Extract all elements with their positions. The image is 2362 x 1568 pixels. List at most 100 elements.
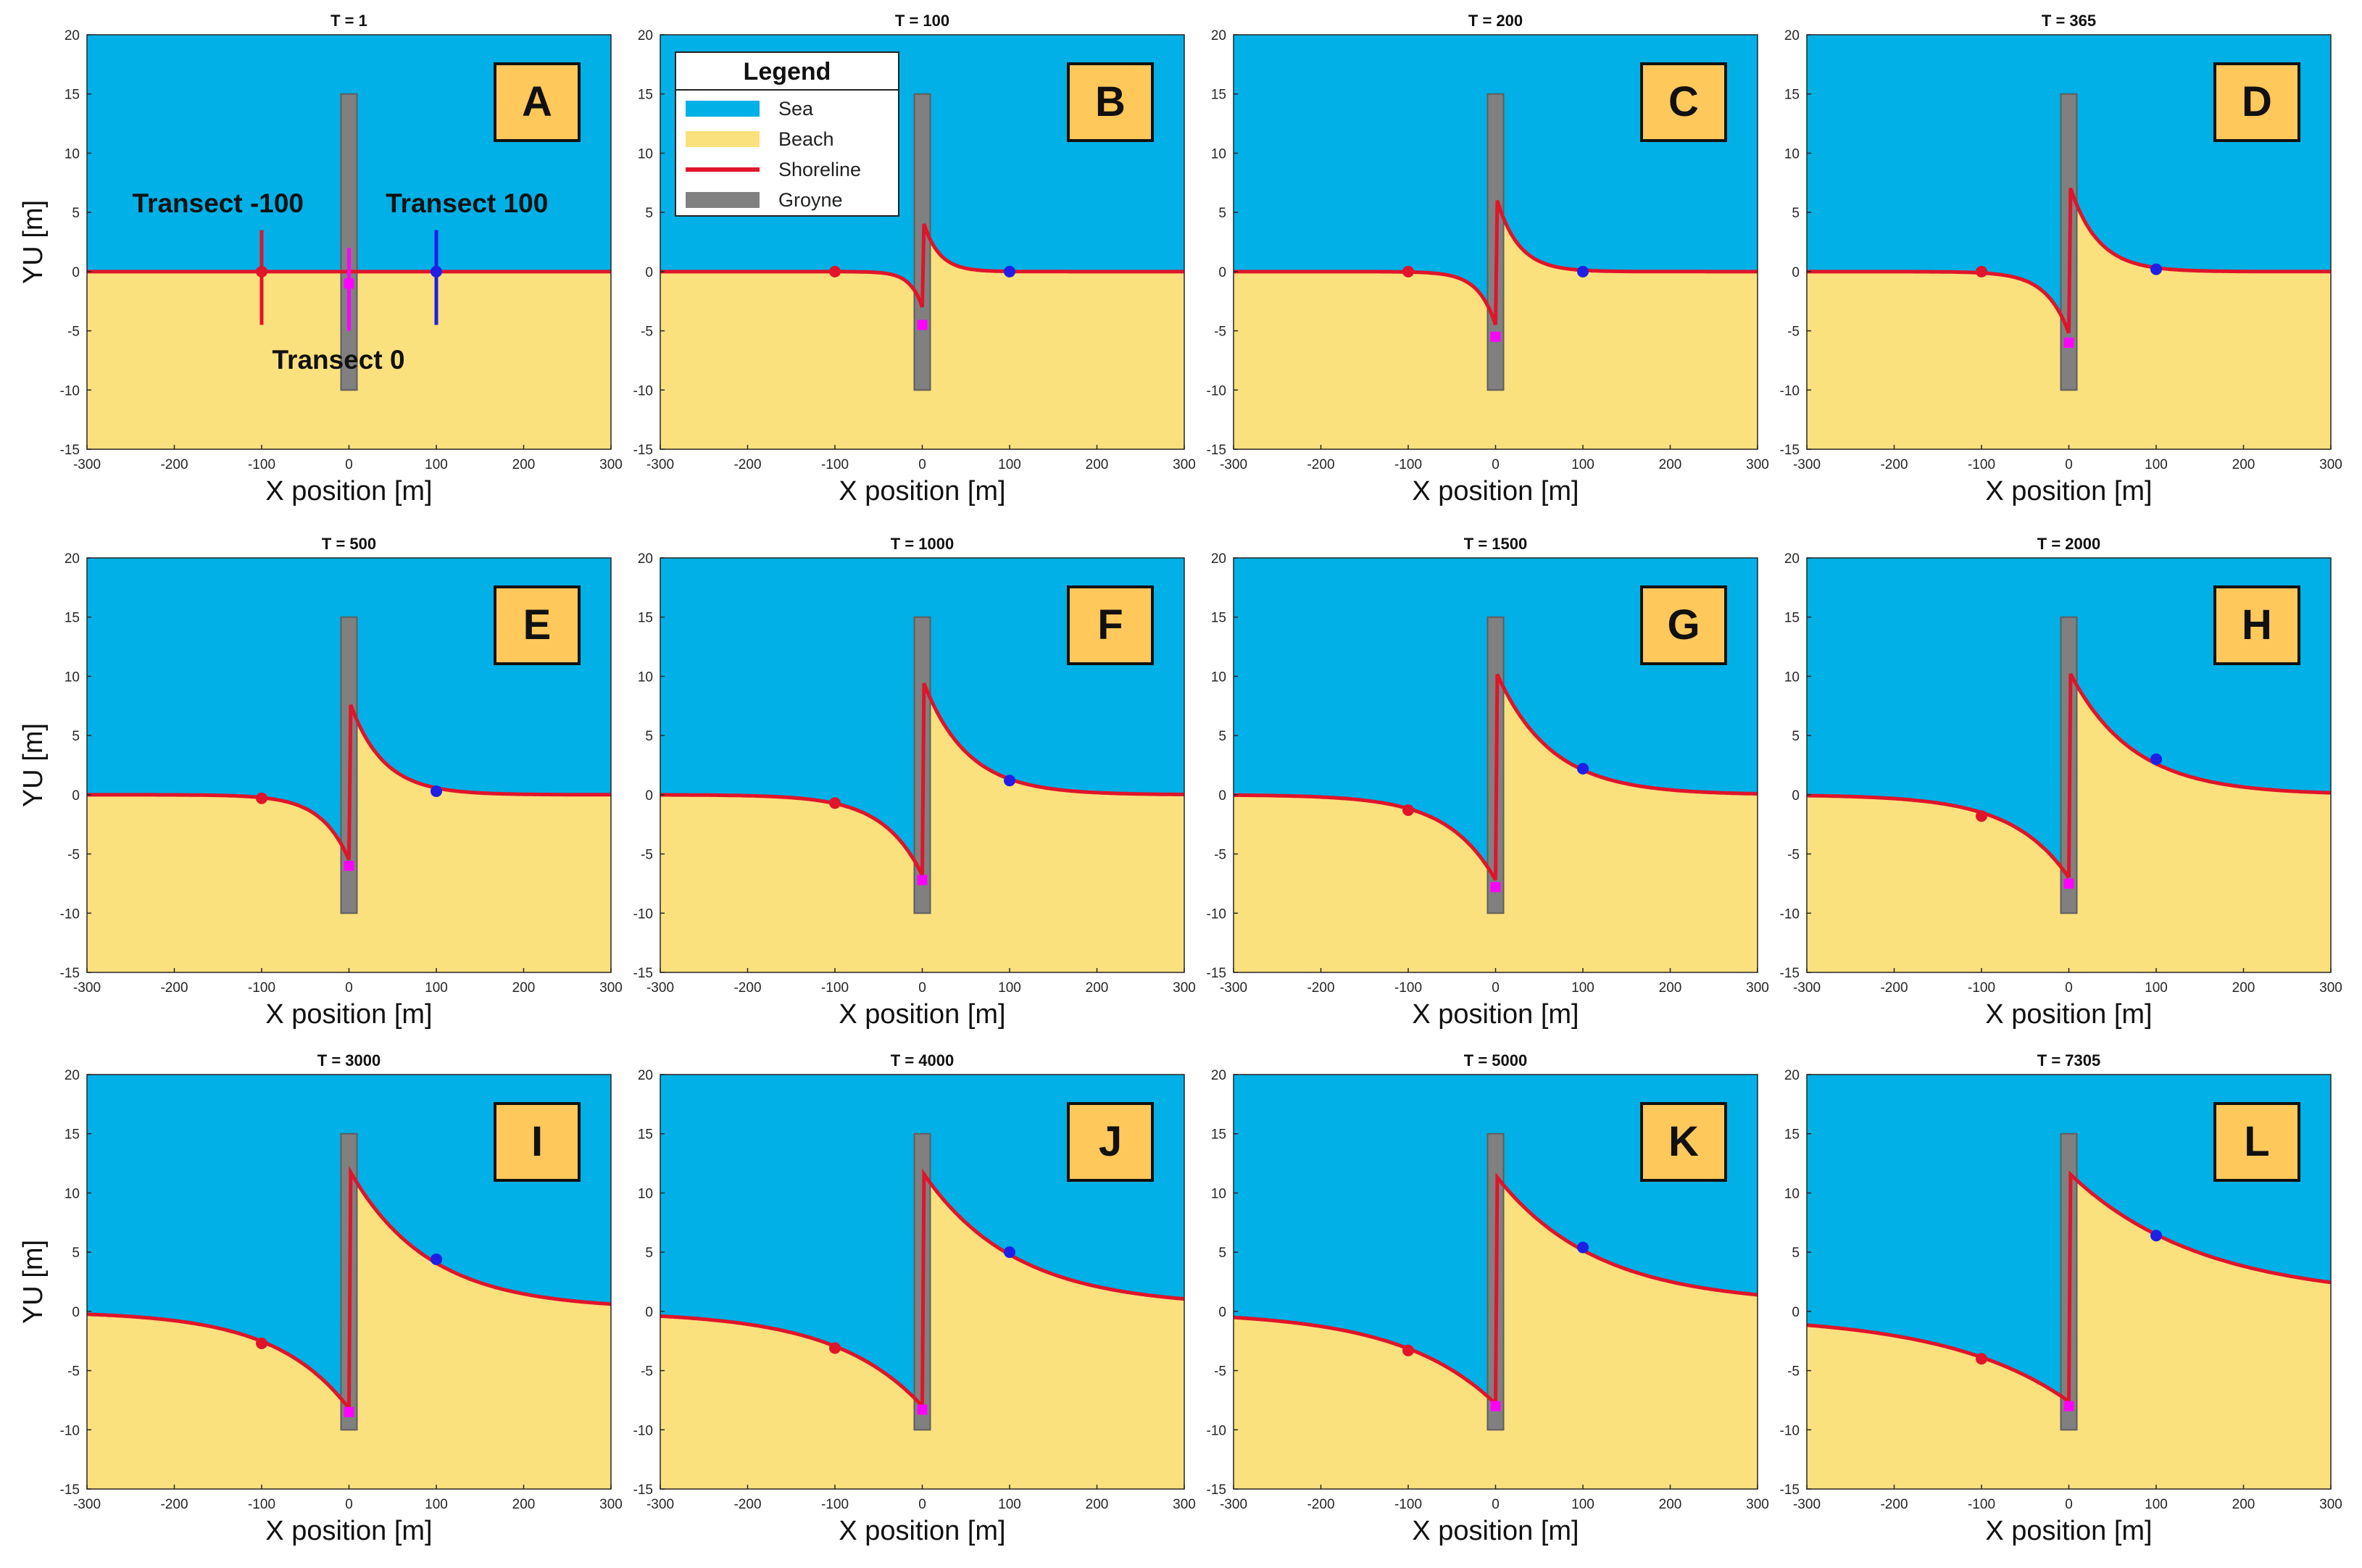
x-tick-label: 200 <box>2232 1497 2255 1512</box>
x-axis-label: X position [m] <box>1412 476 1579 506</box>
y-tick-label: -15 <box>60 1482 80 1498</box>
legend-item-label: Shoreline <box>778 159 861 180</box>
y-tick-label: 10 <box>638 1186 653 1201</box>
y-tick-label: 5 <box>645 1246 653 1261</box>
x-tick-label: 300 <box>599 980 623 996</box>
y-tick-label: -15 <box>1207 1482 1226 1498</box>
beach-area <box>660 1172 1184 1489</box>
panel-badge-letter: C <box>1668 78 1699 125</box>
beach-area <box>87 1169 611 1489</box>
groyne <box>340 93 358 391</box>
shoreline-updrift-line <box>660 270 924 308</box>
shoreline-updrift-line <box>1806 1323 2070 1404</box>
y-tick-label: 5 <box>1792 206 1800 221</box>
x-tick-label: 100 <box>998 1497 1021 1512</box>
y-axis-label: YU [m] <box>18 200 49 284</box>
x-tick-label: -200 <box>1307 457 1334 472</box>
x-tick-label: -300 <box>1220 980 1247 996</box>
marker-transect-100 <box>1004 265 1015 278</box>
marker-transect-0 <box>2063 337 2074 348</box>
x-tick-label: 0 <box>1492 1497 1500 1512</box>
shoreline-downdrift-line <box>920 1168 1185 1406</box>
panel-badge <box>494 62 581 142</box>
panel-k: T = 5000 -300 -200 -100 0 100 200 300 20 15 10 5 0 -5… <box>1207 1051 1769 1546</box>
y-tick-label: -10 <box>633 383 653 399</box>
panel-badge-letter: K <box>1668 1118 1699 1165</box>
panel-j: T = 4000 -300 -200 -100 0 100 200 300 20 15 10 5 0 -5… <box>633 1051 1196 1546</box>
y-tick-label: 0 <box>645 1305 653 1320</box>
shoreline-updrift-line <box>86 1312 351 1410</box>
y-tick-label: -15 <box>60 443 80 458</box>
y-tick-label: -15 <box>633 443 653 458</box>
x-tick-label: 0 <box>2065 980 2073 996</box>
x-tick-label: 0 <box>918 1497 926 1512</box>
x-tick-label: 300 <box>2319 457 2342 472</box>
x-tick-label: -300 <box>1220 1497 1247 1512</box>
marker-transect-minus100 <box>829 797 841 809</box>
x-tick-label: -200 <box>160 457 188 472</box>
x-tick-label: -100 <box>248 457 275 472</box>
x-tick-label: -100 <box>248 1497 275 1512</box>
marker-transect-minus100 <box>256 1337 267 1349</box>
panel-badge <box>1640 585 1727 665</box>
y-tick-label: 5 <box>1792 729 1800 744</box>
shoreline-updrift-line <box>1234 793 1497 881</box>
y-tick-label: 20 <box>1211 28 1226 43</box>
shoreline-updrift-line <box>660 1314 924 1408</box>
panel-title: T = 4000 <box>891 1051 954 1069</box>
marker-transect-minus100 <box>1402 265 1414 278</box>
x-tick-label: 0 <box>918 457 926 472</box>
y-tick-label: 20 <box>638 28 653 43</box>
marker-transect-minus100 <box>1976 810 1987 822</box>
legend-item-label: Beach <box>778 128 834 150</box>
y-tick-label: -15 <box>1780 1482 1800 1498</box>
x-tick-label: -300 <box>646 1497 674 1512</box>
marker-transect-0 <box>917 320 928 330</box>
marker-transect-100 <box>1004 775 1015 787</box>
panel-i: T = 3000 -300 -200 -100 0 100 200 300 20 15 10 5 0 -5… <box>18 1051 623 1546</box>
panel-l: T = 7305 -300 -200 -100 0 100 200 300 20 15 10 5 0 -5… <box>1780 1051 2342 1546</box>
shoreline-updrift-line <box>1233 1315 1497 1406</box>
x-tick-label: 100 <box>425 980 448 996</box>
panel-title: T = 1500 <box>1464 535 1527 553</box>
marker-transect-100 <box>1577 1241 1589 1254</box>
panel-badge <box>1640 62 1727 142</box>
shoreline-downdrift-line <box>347 1165 612 1409</box>
legend-swatch <box>686 101 760 117</box>
y-tick-label: 15 <box>65 611 80 626</box>
marker-transect-100 <box>431 785 442 797</box>
x-tick-label: -300 <box>1220 457 1247 472</box>
y-tick-label: -10 <box>1780 906 1800 922</box>
x-tick-label: 100 <box>2145 1497 2168 1512</box>
x-tick-label: 0 <box>918 980 926 996</box>
marker-transect-100 <box>431 265 442 278</box>
panel-f: T = 1000 -300 -200 -100 0 100 200 300 20 15 10 5 0 -5… <box>633 535 1196 1030</box>
shoreline-updrift-line <box>87 793 351 861</box>
legend-item-label: Sea <box>778 98 814 120</box>
y-tick-label: 0 <box>72 1305 80 1320</box>
marker-transect-100 <box>1004 1246 1015 1259</box>
panel-title: T = 365 <box>2042 12 2096 30</box>
panel-badge-letter: I <box>531 1118 543 1165</box>
x-tick-label: -200 <box>1880 457 1908 472</box>
y-tick-label: -15 <box>1780 443 1800 458</box>
y-tick-label: 0 <box>72 788 80 804</box>
y-tick-label: 5 <box>1218 206 1226 221</box>
y-tick-label: 10 <box>638 670 653 685</box>
x-tick-label: 300 <box>599 1497 623 1512</box>
y-tick-label: 15 <box>1784 88 1800 103</box>
shoreline-downdrift-line <box>1494 200 1758 325</box>
x-axis-label: X position [m] <box>265 1516 432 1546</box>
marker-transect-100 <box>1577 762 1589 775</box>
x-axis-label: X position [m] <box>265 476 432 506</box>
y-tick-label: 10 <box>65 146 80 162</box>
x-tick-label: 0 <box>2065 457 2073 472</box>
panel-badge <box>2213 1102 2300 1182</box>
shoreline-downdrift-line <box>920 683 1185 876</box>
x-tick-label: 0 <box>345 980 353 996</box>
marker-transect-0 <box>344 278 354 289</box>
panel-h: T = 2000 -300 -200 -100 0 100 200 300 20 15 10 5 0 -5… <box>1780 535 2342 1030</box>
x-tick-label: 100 <box>425 1497 448 1512</box>
y-tick-label: 0 <box>1792 265 1800 280</box>
